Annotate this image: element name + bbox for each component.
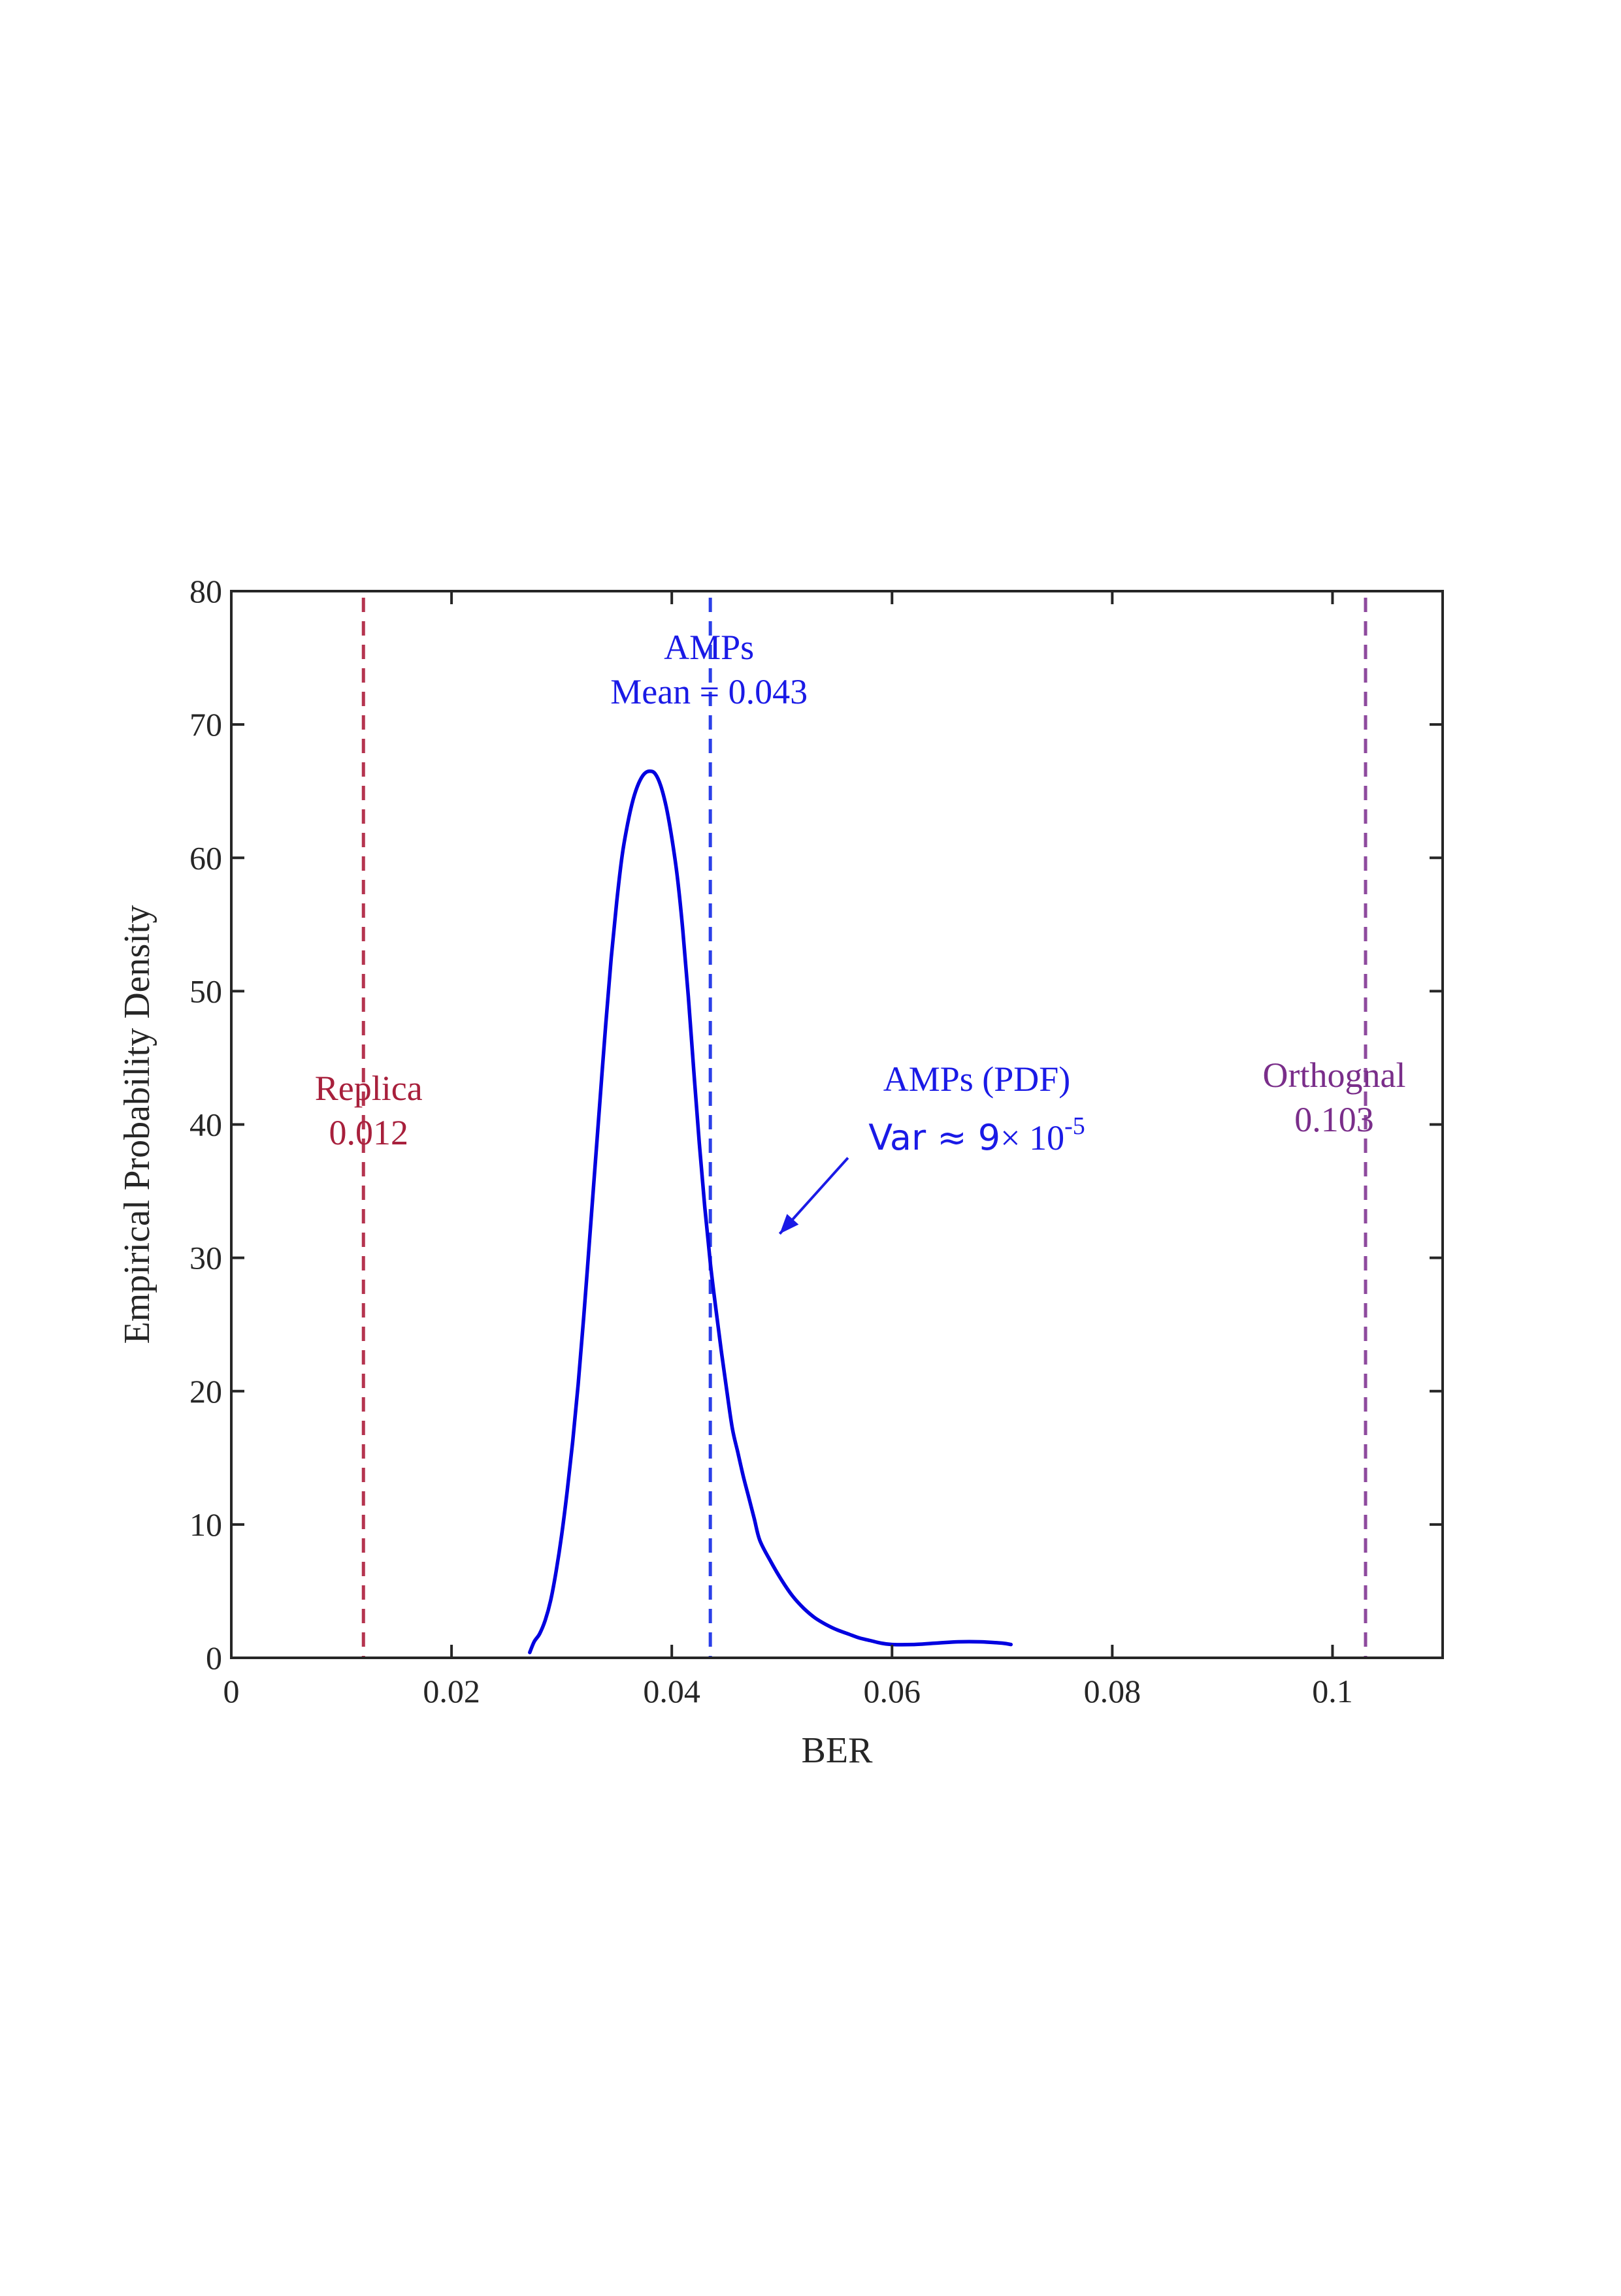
x-tick-label: 0.06 — [864, 1673, 921, 1709]
y-tick-label: 40 — [189, 1107, 222, 1143]
axes: 0 0.02 0.04 0.06 0.08 0.1 0 10 20 30 40 50 60 70 80 — [189, 573, 1444, 1709]
arrow-head — [779, 1214, 799, 1234]
variance-prefix: Var ≈ 9 — [868, 1117, 1000, 1158]
x-tick-label: 0.08 — [1084, 1673, 1141, 1709]
orthognal-label: Orthognal — [1263, 1056, 1406, 1095]
series-layer — [528, 769, 1013, 1655]
variance-times: × — [1000, 1118, 1020, 1157]
x-tick-label: 0.1 — [1312, 1673, 1353, 1709]
y-tick-label: 70 — [189, 706, 222, 743]
replica-label: Replica — [315, 1069, 423, 1108]
series-line-0 — [528, 769, 1013, 1655]
annotation-arrow — [778, 1157, 849, 1235]
y-axis-label: Empirical Probability Density — [117, 905, 157, 1344]
x-axis-label: BER — [802, 1730, 874, 1771]
pdf-annotation-label: AMPs (PDF) — [883, 1059, 1071, 1099]
y-tick-label: 30 — [189, 1240, 222, 1276]
y-tick-label: 50 — [189, 973, 222, 1009]
variance-annotation: Var ≈ 9× 10-5 — [868, 1112, 1085, 1158]
variance-exponent: -5 — [1064, 1112, 1085, 1140]
x-tick-label: 0.04 — [643, 1673, 700, 1709]
y-tick-label: 0 — [206, 1640, 222, 1676]
y-tick-label: 10 — [189, 1506, 222, 1543]
y-tick-label: 80 — [189, 573, 222, 609]
x-tick-label: 0 — [223, 1673, 240, 1709]
reference-lines — [361, 598, 1367, 1658]
x-tick-label: 0.02 — [423, 1673, 480, 1709]
amps-mean-value: Mean = 0.043 — [610, 672, 808, 711]
y-tick-label: 60 — [189, 839, 222, 876]
replica-value: 0.012 — [329, 1113, 409, 1152]
orthognal-value: 0.103 — [1294, 1100, 1374, 1139]
amps-mean-label: AMPs — [664, 628, 754, 667]
variance-base: 10 — [1021, 1118, 1065, 1157]
y-tick-label: 20 — [189, 1373, 222, 1410]
